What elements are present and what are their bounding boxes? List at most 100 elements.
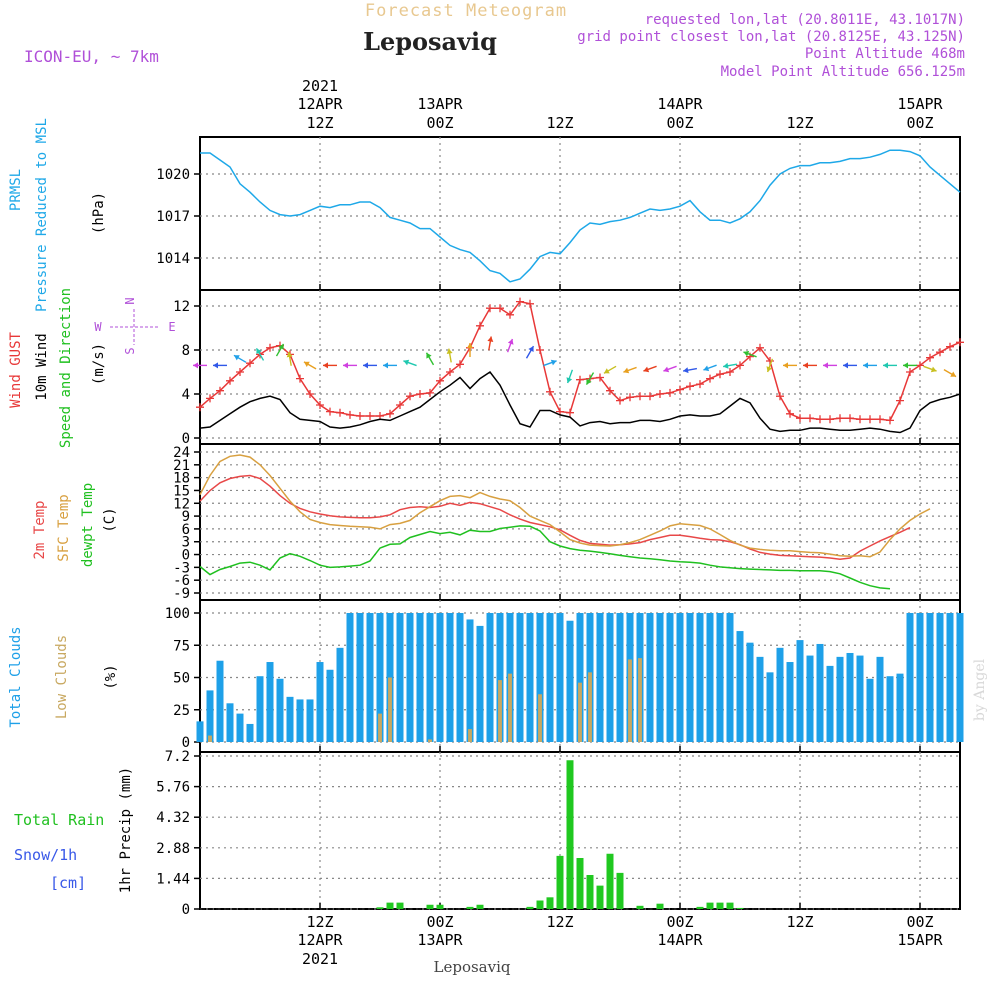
precip-bar [586,875,594,909]
cloud-bar-total [846,652,854,742]
precip-axis-label: 1hr Precip (mm) [118,767,134,893]
requested-coords: requested lon,lat (20.8011E, 43.1017N) [645,12,965,28]
cloud-bar-total [706,613,714,742]
temp-ytick-label: 15 [173,483,190,499]
wind-arrow-head [683,367,689,374]
gust-marker [196,403,204,412]
cloud-bar-total [306,699,314,742]
cloud-bar-total [296,699,304,742]
gust-marker [366,412,374,420]
gridpoint-coords: grid point closest lon,lat (20.8125E, 43… [577,29,965,45]
gust-marker [356,412,364,420]
gust-marker [526,299,534,308]
gust-marker [646,392,654,401]
temp2m-label: 2m Temp [32,500,48,559]
wind-arrow-head [550,359,557,366]
cloud-bar-total [866,678,874,742]
cloud-bar-total [236,713,244,742]
compass-cross [110,309,158,345]
bottom-hour-label: 00Z [666,913,693,931]
wind-arrow-head [603,368,610,374]
wind-arrow-head [507,339,514,345]
precip-bar [386,902,394,909]
cloud-bar-total [476,625,484,742]
cloud-bar-total [456,613,464,742]
top-hour-label: 00Z [666,114,693,132]
wind-ytick-label: 0 [182,431,190,447]
cloud-bar-total [226,703,234,742]
bottom-date-label: 14APR [657,931,703,949]
wind-arrow-head [193,362,198,369]
gust-marker [546,387,554,396]
gust-marker [956,338,964,347]
clouds-ytick-label: 75 [173,638,190,654]
cloud-bar-total [376,613,384,742]
wind-arrow-head [426,352,432,359]
gust-marker [716,370,724,379]
gust-marker [246,359,254,368]
cloud-bar-total [836,656,844,742]
cloud-bar-low [588,672,592,742]
cloud-bar-total [396,613,404,742]
cloud-bar-total [666,613,674,742]
gust-marker [736,361,744,370]
gust-marker [596,373,604,382]
gust-marker [566,408,574,417]
gust-marker [476,321,484,330]
gust-marker [396,401,404,409]
wind-arrow-head [213,362,218,369]
gust-marker [896,396,904,405]
snow-label: Snow/1h [14,846,77,864]
precip-bar [706,902,714,909]
wind-arrow-head [586,378,592,385]
precip-bar [736,907,744,909]
pressure-ytick-label: 1020 [156,167,190,183]
wind-arrow-head [233,355,240,361]
precip-bar [466,906,474,909]
compass-e: E [168,320,175,334]
precip-bar [656,903,664,909]
cloud-bar-total [896,673,904,742]
series-dewpt-temp [199,525,891,590]
cloud-bar-total [496,613,504,742]
bottom-date-label: 15APR [897,931,943,949]
precip-ytick-label: 1.44 [156,871,190,887]
cloud-bar-total [886,676,894,742]
pressure-panel: 1014 1017 1020 [156,136,961,291]
wind-arrow-head [256,348,262,355]
cloud-bar-total [536,613,544,742]
gust-marker [866,415,874,424]
cloud-bar-total [436,613,444,742]
gust-marker [266,343,274,352]
gust-marker [446,368,454,376]
series-10m-wind [199,370,961,434]
cloud-bar-total [826,665,834,742]
rain-label: Total Rain [14,811,104,829]
cloud-bar-total [906,613,914,742]
gust-marker [296,374,304,383]
clouds-ytick-label: 25 [173,703,190,719]
gust-marker [696,380,704,389]
precip-bar [526,906,534,909]
wind-ytick-label: 4 [182,387,190,403]
wind-arrow-head [930,366,937,373]
precip-bar [426,904,434,909]
cloud-bar-total [936,613,944,742]
top-hour-label: 12Z [786,114,813,132]
clouds-ytick-label: 50 [173,671,190,687]
cloud-bar-low [538,694,542,742]
compass-w: W [94,320,102,334]
temp-ytick-label: 24 [173,445,190,461]
wind-arrow-head [843,362,848,369]
cloud-bar-total [366,613,374,742]
gust-marker [916,361,924,370]
wind-arrow-head [863,362,868,369]
cloud-bar-total [446,613,454,742]
gust-marker [666,388,674,397]
pressure-ytick-label: 1014 [156,251,190,267]
pressure-label: PRMSL [8,169,24,211]
wind-arrow-head [903,362,908,369]
cloud-bar-total [806,655,814,742]
precip-ytick-label: 5.76 [156,780,190,796]
